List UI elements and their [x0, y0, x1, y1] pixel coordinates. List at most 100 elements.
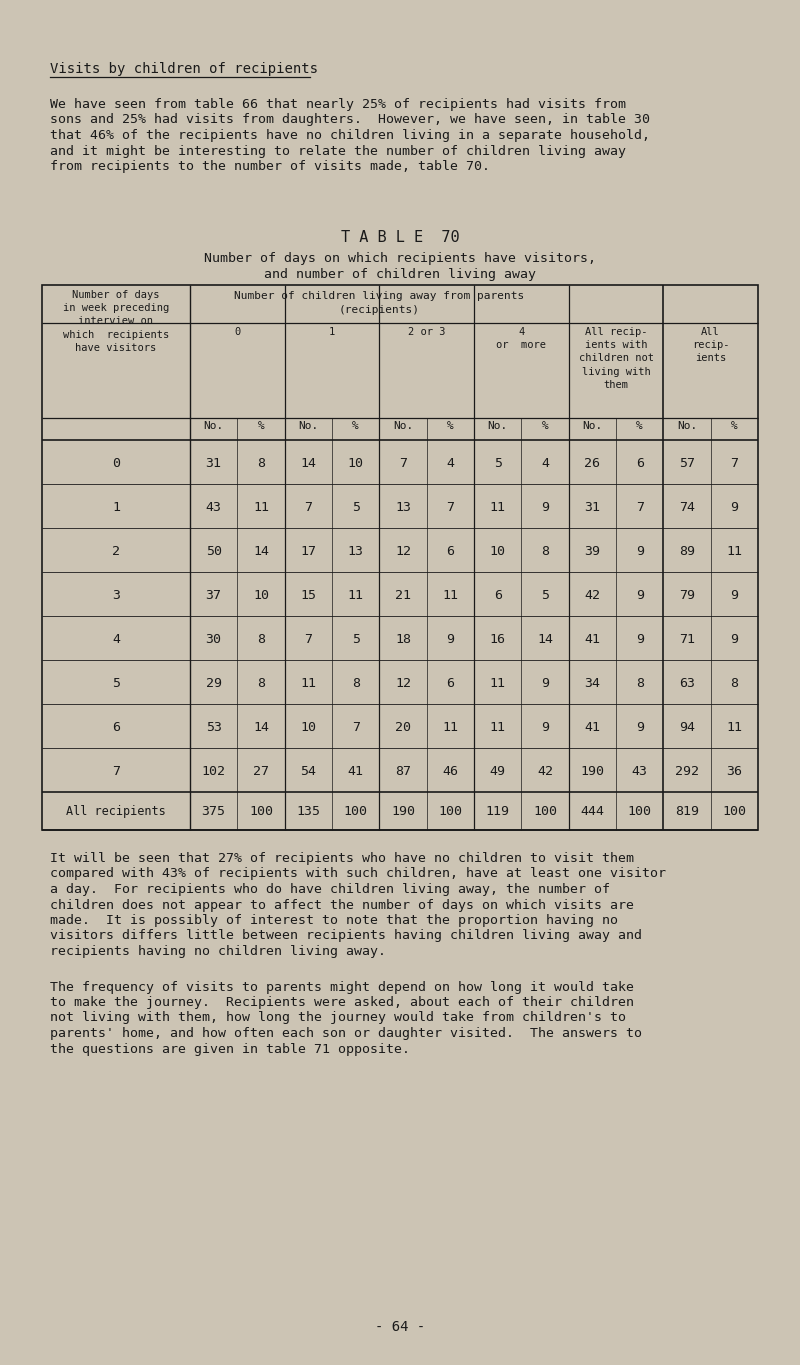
Text: 100: 100	[438, 805, 462, 818]
Text: 41: 41	[584, 633, 600, 646]
Text: 100: 100	[722, 805, 746, 818]
Text: 9: 9	[541, 721, 549, 734]
Text: 4
or  more: 4 or more	[496, 328, 546, 351]
Text: No.: No.	[582, 420, 602, 431]
Text: 7: 7	[304, 501, 312, 515]
Text: 50: 50	[206, 545, 222, 558]
Text: 14: 14	[253, 721, 269, 734]
Text: from recipients to the number of visits made, table 70.: from recipients to the number of visits …	[50, 160, 490, 173]
Text: %: %	[731, 420, 738, 431]
Text: 2 or 3: 2 or 3	[408, 328, 446, 337]
Text: sons and 25% had visits from daughters.  However, we have seen, in table 30: sons and 25% had visits from daughters. …	[50, 113, 650, 127]
Text: 9: 9	[636, 721, 644, 734]
Text: 8: 8	[636, 677, 644, 689]
Text: 5: 5	[352, 633, 360, 646]
Text: 26: 26	[584, 457, 600, 470]
Text: 11: 11	[300, 677, 316, 689]
Text: 4: 4	[541, 457, 549, 470]
Text: 87: 87	[395, 764, 411, 778]
Text: 29: 29	[206, 677, 222, 689]
Text: 8: 8	[352, 677, 360, 689]
Text: No.: No.	[677, 420, 697, 431]
Text: 11: 11	[348, 590, 364, 602]
Text: 100: 100	[344, 805, 368, 818]
Text: All
recip-
ients: All recip- ients	[692, 328, 730, 363]
Text: No.: No.	[203, 420, 224, 431]
Text: parents' home, and how often each son or daughter visited.  The answers to: parents' home, and how often each son or…	[50, 1026, 642, 1040]
Text: 6: 6	[446, 545, 454, 558]
Text: 9: 9	[730, 590, 738, 602]
Text: 7: 7	[304, 633, 312, 646]
Text: 10: 10	[348, 457, 364, 470]
Text: 11: 11	[442, 721, 458, 734]
Text: 27: 27	[253, 764, 269, 778]
Text: 14: 14	[300, 457, 316, 470]
Text: Visits by children of recipients: Visits by children of recipients	[50, 61, 318, 76]
Text: 63: 63	[679, 677, 695, 689]
Text: 1: 1	[112, 501, 120, 515]
Text: 46: 46	[442, 764, 458, 778]
Text: and number of children living away: and number of children living away	[264, 268, 536, 281]
Text: 7: 7	[399, 457, 407, 470]
Text: to make the journey.  Recipients were asked, about each of their children: to make the journey. Recipients were ask…	[50, 996, 634, 1009]
Text: 11: 11	[490, 721, 506, 734]
Text: 13: 13	[395, 501, 411, 515]
Text: 102: 102	[202, 764, 226, 778]
Text: 190: 190	[391, 805, 415, 818]
Text: 8: 8	[730, 677, 738, 689]
Text: 5: 5	[352, 501, 360, 515]
Text: 31: 31	[584, 501, 600, 515]
Text: Number of children living away from parents: Number of children living away from pare…	[234, 291, 525, 302]
Text: 11: 11	[726, 545, 742, 558]
Text: 21: 21	[395, 590, 411, 602]
Text: 43: 43	[632, 764, 648, 778]
Text: made.  It is possibly of interest to note that the proportion having no: made. It is possibly of interest to note…	[50, 915, 618, 927]
Text: 4: 4	[112, 633, 120, 646]
Text: 9: 9	[636, 590, 644, 602]
Text: recipients having no children living away.: recipients having no children living awa…	[50, 945, 386, 958]
Text: 1: 1	[329, 328, 335, 337]
Text: 6: 6	[494, 590, 502, 602]
Text: 71: 71	[679, 633, 695, 646]
Text: All recip-
ients with
children not
living with
them: All recip- ients with children not livin…	[578, 328, 654, 390]
Text: 14: 14	[537, 633, 553, 646]
Text: 190: 190	[580, 764, 604, 778]
Text: 9: 9	[730, 633, 738, 646]
Text: The frequency of visits to parents might depend on how long it would take: The frequency of visits to parents might…	[50, 980, 634, 994]
Text: 41: 41	[584, 721, 600, 734]
Text: visitors differs little between recipients having children living away and: visitors differs little between recipien…	[50, 930, 642, 942]
Text: Number of days
in week preceding
interview on
which  recipients
have visitors: Number of days in week preceding intervi…	[63, 289, 169, 352]
Text: It will be seen that 27% of recipients who have no children to visit them: It will be seen that 27% of recipients w…	[50, 852, 634, 865]
Text: 9: 9	[541, 501, 549, 515]
Text: 8: 8	[257, 677, 265, 689]
Text: - 64 -: - 64 -	[375, 1320, 425, 1334]
Text: 0: 0	[112, 457, 120, 470]
Text: 2: 2	[112, 545, 120, 558]
Text: 4: 4	[446, 457, 454, 470]
Text: 100: 100	[533, 805, 557, 818]
Bar	[42, 285, 758, 830]
Text: 11: 11	[726, 721, 742, 734]
Text: the questions are given in table 71 opposite.: the questions are given in table 71 oppo…	[50, 1043, 410, 1055]
Text: 49: 49	[490, 764, 506, 778]
Text: T A B L E  70: T A B L E 70	[341, 229, 459, 244]
Text: 8: 8	[257, 457, 265, 470]
Text: 7: 7	[636, 501, 644, 515]
Text: 12: 12	[395, 677, 411, 689]
Text: 9: 9	[636, 545, 644, 558]
Text: 7: 7	[446, 501, 454, 515]
Text: 7: 7	[730, 457, 738, 470]
Text: 444: 444	[580, 805, 604, 818]
Text: children does not appear to affect the number of days on which visits are: children does not appear to affect the n…	[50, 898, 634, 912]
Text: (recipients): (recipients)	[339, 304, 420, 315]
Text: 54: 54	[300, 764, 316, 778]
Text: 11: 11	[253, 501, 269, 515]
Text: 17: 17	[300, 545, 316, 558]
Text: Number of days on which recipients have visitors,: Number of days on which recipients have …	[204, 253, 596, 265]
Text: 10: 10	[490, 545, 506, 558]
Text: 3: 3	[112, 590, 120, 602]
Text: 9: 9	[541, 677, 549, 689]
Text: 7: 7	[352, 721, 360, 734]
Text: We have seen from table 66 that nearly 25% of recipients had visits from: We have seen from table 66 that nearly 2…	[50, 98, 626, 111]
Text: 819: 819	[675, 805, 699, 818]
